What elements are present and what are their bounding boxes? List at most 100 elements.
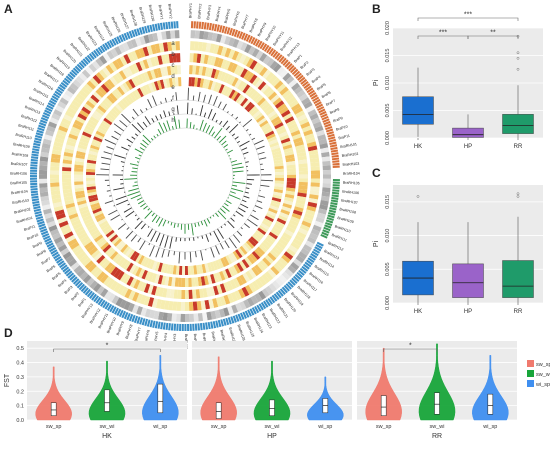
- circos-heatmap-cell: [109, 92, 118, 102]
- circos-histogram-bar: [260, 179, 274, 182]
- circos-heatmap-cell: [242, 84, 251, 94]
- circos-sector-segment: [254, 305, 260, 314]
- circos-heatmap-cell: [200, 276, 206, 286]
- circos-histogram-bar: [252, 209, 256, 213]
- circos-gray-track-cell: [250, 295, 259, 305]
- circos-heatmap-cell: [88, 197, 99, 203]
- circos-heatmap-cell: [305, 209, 316, 216]
- circos-heatmap-cell: [243, 70, 252, 80]
- circos-sector-segment: [315, 244, 323, 250]
- circos-heatmap-cell: [304, 133, 315, 140]
- circos-heatmap-cell: [86, 186, 96, 191]
- circos-heatmap-cell: [67, 209, 78, 216]
- circos-sector-segment: [328, 136, 336, 141]
- circos-heatmap-cell: [254, 248, 263, 258]
- circos-gray-track-cell: [43, 134, 53, 141]
- circos-sector-segment: [38, 124, 46, 129]
- circos-gray-track-cell: [284, 268, 294, 278]
- circos-heatmap-cell: [83, 217, 94, 225]
- circos-heatmap-cell: [163, 66, 169, 76]
- circos-sector-segment: [317, 106, 325, 112]
- circos-histogram-bar: [108, 209, 118, 216]
- circos-heatmap-cell: [177, 65, 181, 75]
- circos-heatmap-cell: [307, 201, 318, 208]
- circos-sector-segment: [304, 261, 312, 268]
- circos-heatmap-cell: [88, 97, 98, 106]
- circos-heatmap-cell: [87, 119, 98, 127]
- circos-heatmap-cell: [217, 70, 224, 81]
- circos-heatmap-cell: [60, 224, 71, 232]
- circos-heatmap-cell: [175, 41, 180, 51]
- circos-heatmap-cell: [254, 95, 264, 104]
- circos-sector-segment: [136, 316, 141, 324]
- circos-sector-segment: [269, 296, 276, 304]
- circos-sector-segment: [310, 253, 318, 259]
- circos-sector-segment: [39, 225, 47, 231]
- circos-heatmap-cell: [86, 174, 96, 178]
- circos-heatmap-cell: [178, 265, 183, 275]
- circos-heatmap-cell: [82, 131, 92, 138]
- circos-heatmap-cell: [241, 286, 250, 297]
- circos-histogram-bar: [144, 210, 153, 219]
- circos-heatmap-cell: [158, 42, 165, 53]
- circos-histogram-bar: [153, 135, 156, 139]
- circos-histogram-bar: [228, 237, 237, 249]
- circos-heatmap-cell: [52, 201, 63, 208]
- circos-histogram-bar: [126, 227, 130, 230]
- circos-sector-segment: [160, 322, 164, 330]
- circos-gray-track-cell: [322, 160, 331, 166]
- circos-gray-track-cell: [60, 247, 70, 256]
- circos-heatmap-cell: [86, 171, 96, 176]
- circos-histogram-bar: [126, 138, 133, 144]
- circos-gray-track-cell: [228, 37, 236, 47]
- circos-heatmap-cell: [120, 286, 129, 297]
- circos-sector-segment: [80, 60, 87, 67]
- circos-heatmap-cell: [67, 137, 77, 144]
- circos-heatmap-cell: [280, 235, 291, 244]
- circos-histogram-bar: [212, 214, 215, 217]
- circos-sector-segment: [146, 25, 151, 33]
- circos-heatmap-cell: [243, 242, 253, 251]
- circos-heatmap-cell: [250, 108, 260, 117]
- y-axis-label: Pi: [373, 79, 380, 86]
- circos-gray-track-cell: [281, 271, 291, 281]
- circos-sector-segment: [211, 23, 215, 31]
- circos-gray-track-cell: [40, 151, 49, 158]
- circos-sector-segment: [265, 299, 271, 307]
- circos-heatmap-cell: [309, 190, 320, 196]
- circos-sector-segment: [37, 220, 45, 226]
- circos-gray-track-cell: [53, 236, 63, 245]
- circos-histogram-bar: [171, 126, 174, 130]
- circos-heatmap-cell: [95, 88, 105, 98]
- circos-gray-track-cell: [298, 251, 308, 260]
- circos-heatmap-cell: [96, 215, 106, 223]
- circos-sector-segment: [69, 274, 76, 281]
- circos-heatmap-cell: [188, 277, 192, 287]
- circos-sector-segment: [331, 191, 340, 195]
- circos-gray-track-cell: [41, 142, 51, 149]
- circos-sector-segment: [296, 271, 304, 278]
- circos-heatmap-cell: [234, 290, 242, 301]
- circos-heatmap-cell: [250, 90, 259, 100]
- circos-sector-segment: [51, 95, 59, 101]
- circos-gray-track-cell: [268, 283, 278, 293]
- circos-heatmap-cell: [242, 272, 251, 283]
- circos-heatmap-cell: [265, 71, 275, 82]
- circos-heatmap-cell: [256, 246, 266, 256]
- circos-gray-track-cell: [261, 288, 270, 298]
- circos-heatmap-cell: [251, 234, 261, 243]
- circos-sector-segment: [36, 129, 44, 134]
- circos-histogram-bar: [140, 223, 146, 230]
- circos-heatmap-cell: [168, 301, 174, 311]
- circos-sector-segment: [250, 36, 256, 45]
- circos-heatmap-cell: [86, 177, 96, 182]
- circos-heatmap-cell: [74, 184, 84, 189]
- circos-histogram-bar: [114, 130, 122, 136]
- circos-heatmap-cell: [53, 141, 64, 148]
- circos-heatmap-cell: [74, 187, 85, 192]
- circos-heatmap-cell: [170, 65, 175, 75]
- circos-heatmap-cell: [122, 245, 131, 255]
- x-tick-label: HK: [414, 309, 422, 315]
- circos-heatmap-cell: [172, 265, 177, 275]
- circos-histogram-bar: [173, 222, 176, 228]
